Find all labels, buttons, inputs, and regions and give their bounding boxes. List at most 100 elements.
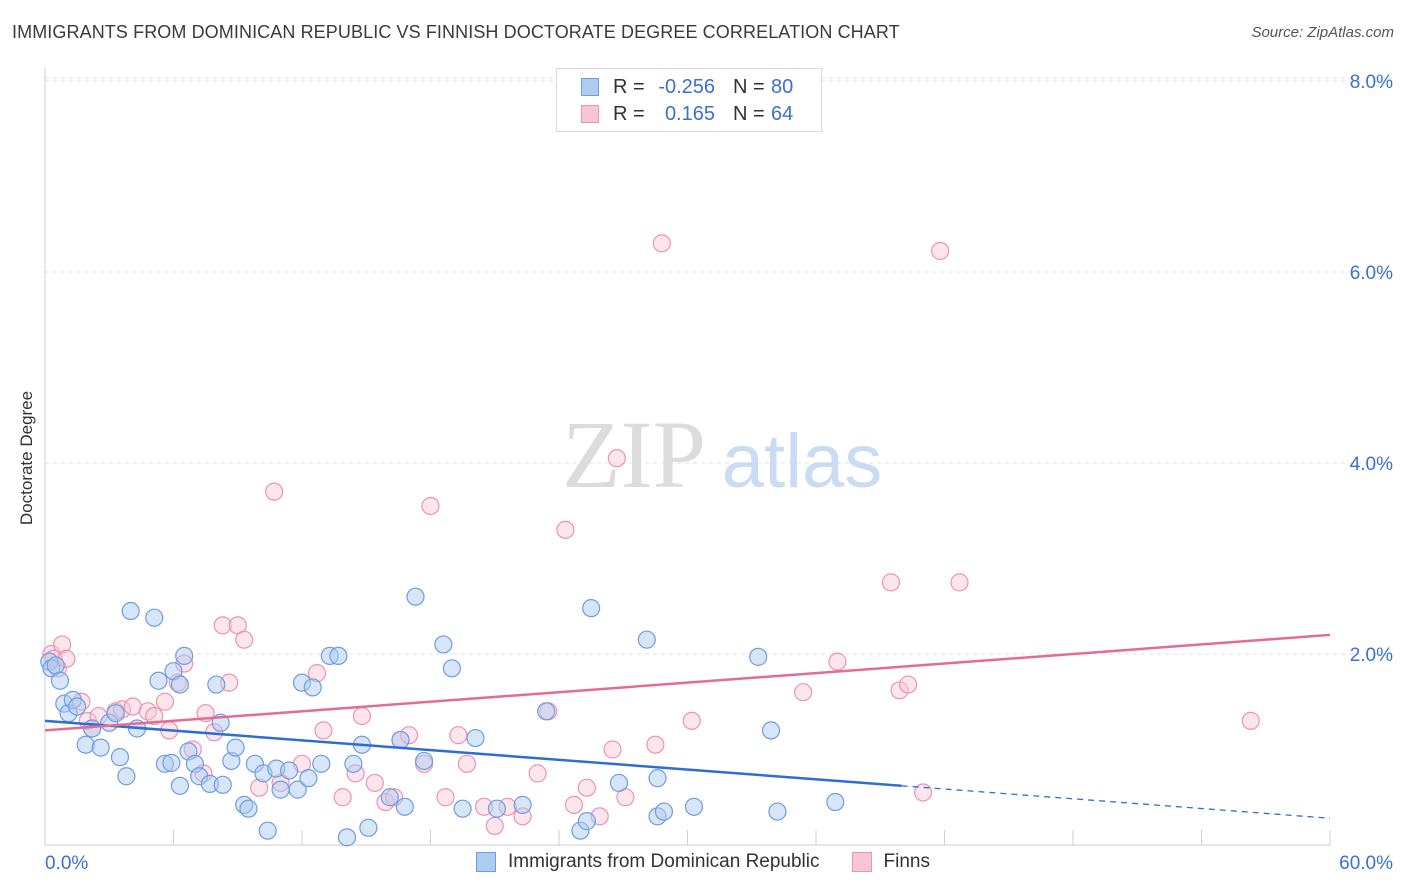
data-point-dominican bbox=[46, 656, 65, 675]
data-point-dominican bbox=[637, 630, 656, 649]
data-point-dominican bbox=[577, 812, 596, 831]
data-point-dominican bbox=[648, 769, 667, 788]
trend-line-dominican-extension bbox=[901, 785, 1331, 819]
data-point-dominican bbox=[380, 788, 399, 807]
tick-labels: 2.0% 4.0% 6.0% 8.0% 0.0% 60.0% bbox=[45, 72, 1393, 874]
data-point-dominican bbox=[50, 671, 70, 690]
data-point-finns bbox=[235, 630, 254, 649]
data-point-finns bbox=[53, 635, 72, 654]
data-point-finns bbox=[352, 706, 372, 726]
legend-n-value: 80 bbox=[771, 75, 794, 98]
data-point-dominican bbox=[453, 799, 472, 818]
y-axis-label: Doctorate Degree bbox=[17, 390, 36, 526]
y-tick-label: 4.0% bbox=[1350, 454, 1393, 475]
legend-r-value: 0.165 bbox=[664, 102, 715, 125]
data-point-finns bbox=[564, 795, 584, 814]
legend-item-dominican[interactable]: Immigrants from Dominican Republic bbox=[476, 851, 820, 873]
data-point-dominican bbox=[226, 738, 245, 757]
gridlines bbox=[45, 77, 1392, 655]
data-point-finns bbox=[682, 711, 701, 730]
data-point-dominican bbox=[312, 754, 331, 773]
data-point-dominican bbox=[329, 646, 348, 666]
data-point-finns bbox=[213, 616, 232, 635]
data-point-dominican bbox=[414, 751, 434, 771]
chart-title: IMMIGRANTS FROM DOMINICAN REPUBLIC VS FI… bbox=[12, 22, 900, 42]
data-point-dominican bbox=[684, 797, 704, 816]
data-point-dominican bbox=[162, 753, 181, 772]
legend-swatch-blue bbox=[581, 78, 599, 96]
data-point-dominican bbox=[288, 780, 307, 799]
y-tick-label: 8.0% bbox=[1350, 72, 1393, 93]
data-point-dominican bbox=[91, 738, 110, 757]
data-point-dominican bbox=[466, 728, 485, 748]
data-point-finns bbox=[123, 697, 142, 716]
data-point-finns bbox=[155, 692, 175, 711]
y-tick-label: 6.0% bbox=[1350, 263, 1393, 284]
data-point-dominican bbox=[391, 730, 410, 750]
data-point-dominican bbox=[213, 775, 232, 794]
data-point-finns bbox=[457, 754, 477, 773]
data-point-finns bbox=[607, 449, 626, 468]
data-point-finns bbox=[828, 652, 847, 671]
data-point-dominican bbox=[258, 821, 277, 840]
data-point-dominican bbox=[271, 780, 290, 799]
data-point-finns bbox=[449, 726, 468, 745]
data-point-finns bbox=[603, 740, 622, 759]
data-point-dominican bbox=[170, 675, 190, 694]
legend-item-finns[interactable]: Finns bbox=[851, 851, 930, 873]
data-point-finns bbox=[652, 234, 671, 253]
legend-swatch-pink bbox=[581, 105, 599, 123]
data-point-dominican bbox=[442, 659, 462, 678]
data-point-dominican bbox=[299, 769, 318, 788]
correlation-legend: R = -0.256 N = 80 R = 0.165 N = 64 bbox=[556, 68, 822, 132]
data-point-dominican bbox=[149, 671, 168, 690]
watermark-atlas: atlas bbox=[722, 419, 883, 504]
data-point-dominican bbox=[513, 795, 532, 814]
legend-r-value: -0.256 bbox=[658, 75, 715, 98]
x-tick-label: 60.0% bbox=[1339, 853, 1393, 874]
data-point-dominican bbox=[106, 704, 125, 723]
data-point-dominican bbox=[826, 792, 845, 812]
data-point-finns bbox=[314, 721, 333, 740]
data-point-dominican bbox=[239, 799, 258, 818]
data-point-dominican bbox=[207, 675, 226, 694]
data-point-finns bbox=[898, 675, 918, 694]
source-credit: Source: ZipAtlas.com bbox=[1251, 24, 1394, 41]
data-point-dominican bbox=[303, 678, 322, 697]
data-point-dominican bbox=[582, 599, 601, 618]
data-point-dominican bbox=[344, 754, 363, 773]
data-point-dominican bbox=[359, 818, 378, 837]
data-point-dominican bbox=[761, 721, 781, 740]
legend-row-dominican: R = -0.256 N = 80 bbox=[581, 74, 793, 100]
legend-label-dominican: Immigrants from Dominican Republic bbox=[508, 851, 820, 872]
data-point-finns bbox=[950, 573, 969, 592]
data-point-finns bbox=[556, 520, 575, 539]
data-point-dominican bbox=[768, 802, 787, 821]
data-point-finns bbox=[365, 773, 384, 793]
data-point-finns bbox=[931, 241, 950, 261]
data-point-dominican bbox=[337, 828, 357, 847]
trend-line-finns bbox=[44, 633, 1331, 732]
trend-lines bbox=[44, 633, 1331, 819]
data-point-dominican bbox=[280, 761, 299, 780]
data-point-dominican bbox=[117, 767, 136, 786]
data-point-finns bbox=[265, 482, 284, 501]
data-point-dominican bbox=[537, 702, 556, 721]
data-point-dominican bbox=[68, 697, 87, 716]
watermark: ZIP atlas bbox=[562, 401, 882, 508]
data-point-dominican bbox=[749, 647, 768, 666]
data-point-dominican bbox=[609, 773, 629, 793]
data-point-dominican bbox=[170, 776, 190, 795]
data-point-dominican bbox=[487, 799, 506, 818]
data-point-finns bbox=[577, 778, 596, 797]
data-point-finns bbox=[421, 496, 440, 516]
data-point-finns bbox=[145, 706, 164, 726]
data-point-finns bbox=[436, 788, 455, 807]
legend-n-label: N = bbox=[733, 102, 765, 125]
data-point-dominican bbox=[145, 608, 164, 627]
data-point-finns bbox=[881, 573, 901, 592]
legend-n-value: 64 bbox=[771, 102, 794, 125]
axes bbox=[44, 68, 1331, 846]
data-point-finns bbox=[333, 788, 352, 807]
